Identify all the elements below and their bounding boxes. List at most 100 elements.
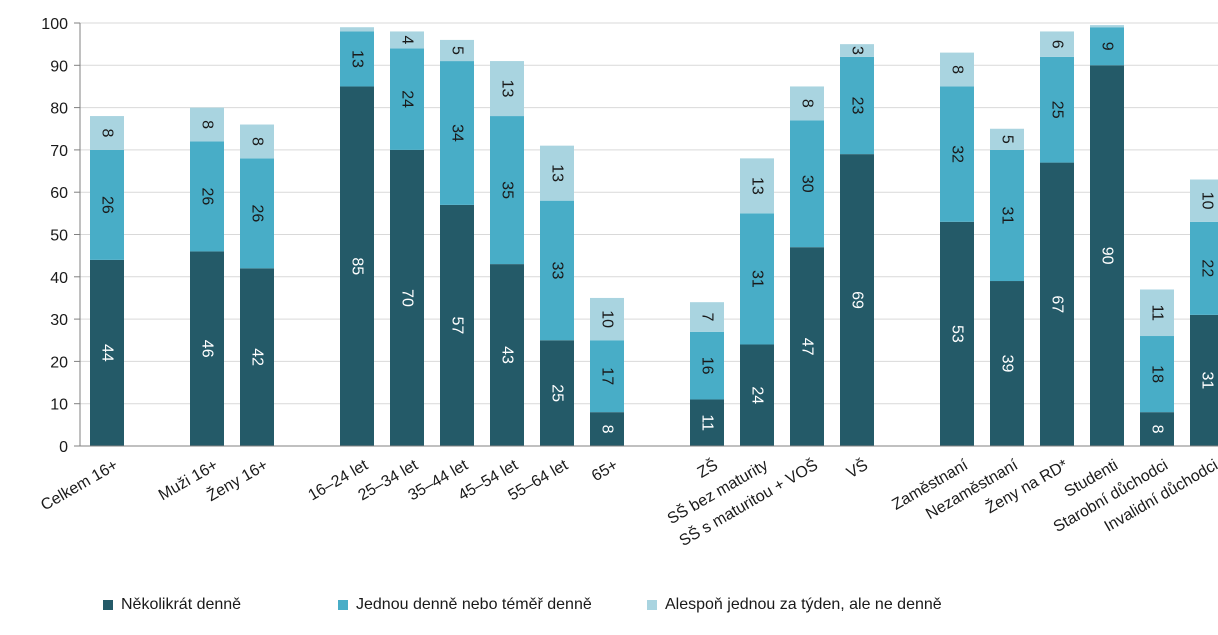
data-label: 8 <box>99 129 116 138</box>
bar-segment-2 <box>240 158 274 269</box>
y-tick-label: 0 <box>59 439 68 456</box>
y-tick-label: 50 <box>50 228 68 245</box>
y-tick-label: 60 <box>50 185 68 202</box>
data-label: 39 <box>999 355 1016 373</box>
bar-segment-3 <box>790 86 824 121</box>
data-label: 42 <box>249 348 266 366</box>
legend-item-series3: Alespoň jednou za týden, ale ne denně <box>647 596 942 614</box>
legend-swatch-series3 <box>647 600 657 610</box>
bar-segment-2 <box>540 200 574 341</box>
bar-segment-1 <box>1190 314 1218 446</box>
data-label: 11 <box>1149 304 1166 321</box>
data-label: 57 <box>449 317 466 335</box>
data-label: 34 <box>449 124 466 142</box>
bar-segment-3 <box>440 39 474 62</box>
data-label: 23 <box>849 97 866 115</box>
data-label: 17 <box>599 367 616 385</box>
bar-segment-2 <box>1040 56 1074 163</box>
data-label: 67 <box>1049 295 1066 313</box>
x-tick-label: Celkem 16+ <box>38 457 121 515</box>
bar-segment-1 <box>990 281 1024 446</box>
bar-segment-1 <box>540 340 574 446</box>
data-label: 10 <box>1199 192 1216 210</box>
y-tick-label: 100 <box>41 16 68 33</box>
data-label: 5 <box>999 135 1016 144</box>
data-label: 30 <box>799 175 816 193</box>
data-label: 8 <box>949 65 966 74</box>
bar-segment-3 <box>490 61 524 117</box>
bar-segment-1 <box>940 221 974 446</box>
data-label: 44 <box>99 344 116 362</box>
data-label: 43 <box>499 346 516 364</box>
data-label: 5 <box>449 46 466 55</box>
bar-segment-1 <box>340 86 374 446</box>
bar-segment-3 <box>540 145 574 201</box>
bar-segment-3 <box>1090 25 1124 28</box>
legend-swatch-series2 <box>338 600 348 610</box>
bar-segment-2 <box>790 120 824 248</box>
bar-segment-2 <box>740 213 774 345</box>
data-label: 32 <box>949 145 966 163</box>
data-label: 13 <box>349 50 366 68</box>
data-label: 33 <box>549 262 566 280</box>
data-label: 90 <box>1099 247 1116 265</box>
data-label: 35 <box>499 181 516 199</box>
data-label: 31 <box>1199 372 1216 390</box>
y-tick-label: 70 <box>50 143 68 160</box>
bar-segment-2 <box>340 31 374 87</box>
legend-label-series1: Několikrát denně <box>121 596 242 613</box>
data-label: 13 <box>499 80 516 98</box>
bar-segment-1 <box>740 344 774 446</box>
legend: Několikrát denně Jednou denně nebo téměř… <box>0 596 1218 626</box>
bar-segment-3 <box>740 158 774 214</box>
bar-segment-1 <box>1090 65 1124 447</box>
bar-segment-1 <box>790 247 824 446</box>
x-tick-label: VŠ <box>843 455 871 482</box>
bar-segment-2 <box>840 56 874 155</box>
bar-segment-1 <box>190 251 224 446</box>
bar-segment-3 <box>90 116 124 150</box>
data-label: 70 <box>399 289 416 307</box>
data-label: 8 <box>799 99 816 108</box>
data-label: 22 <box>1199 259 1216 277</box>
data-label: 25 <box>549 384 566 402</box>
bar-segment-2 <box>390 48 424 150</box>
data-label: 24 <box>399 90 416 108</box>
data-label: 26 <box>249 204 266 222</box>
bar-segment-2 <box>1090 27 1124 66</box>
bar-segment-1 <box>240 268 274 446</box>
data-label: 4 <box>399 35 416 44</box>
y-tick-label: 20 <box>50 354 68 371</box>
y-tick-label: 30 <box>50 312 68 329</box>
data-label: 25 <box>1049 101 1066 119</box>
bar-segment-2 <box>690 331 724 400</box>
bar-segment-3 <box>990 128 1024 150</box>
data-label: 31 <box>749 270 766 288</box>
bar-segment-2 <box>590 340 624 413</box>
data-label: 6 <box>1049 40 1066 49</box>
stacked-bar-chart: 4426846268422688513702445734543351325331… <box>38 16 1218 550</box>
data-label: 26 <box>99 196 116 214</box>
data-label: 3 <box>849 46 866 55</box>
legend-item-series2: Jednou denně nebo téměř denně <box>338 596 592 614</box>
bar-segment-2 <box>440 61 474 205</box>
data-label: 8 <box>249 137 266 146</box>
data-label: 69 <box>849 291 866 309</box>
bar-segment-3 <box>340 27 374 32</box>
y-tick-label: 90 <box>50 58 68 75</box>
bar-segment-3 <box>390 31 424 49</box>
bar-segment-2 <box>990 149 1024 282</box>
bar-segment-3 <box>590 297 624 341</box>
data-label: 8 <box>199 120 216 129</box>
bar-segment-3 <box>690 302 724 332</box>
bar-segment-1 <box>440 204 474 446</box>
data-label: 47 <box>799 338 816 356</box>
bar-segment-2 <box>940 86 974 222</box>
bar-segment-1 <box>840 154 874 446</box>
data-label: 16 <box>699 357 716 375</box>
data-label: 26 <box>199 188 216 206</box>
data-label: 7 <box>699 313 716 322</box>
data-label: 13 <box>749 177 766 195</box>
y-tick-label: 40 <box>50 270 68 287</box>
bar-segment-2 <box>190 141 224 252</box>
